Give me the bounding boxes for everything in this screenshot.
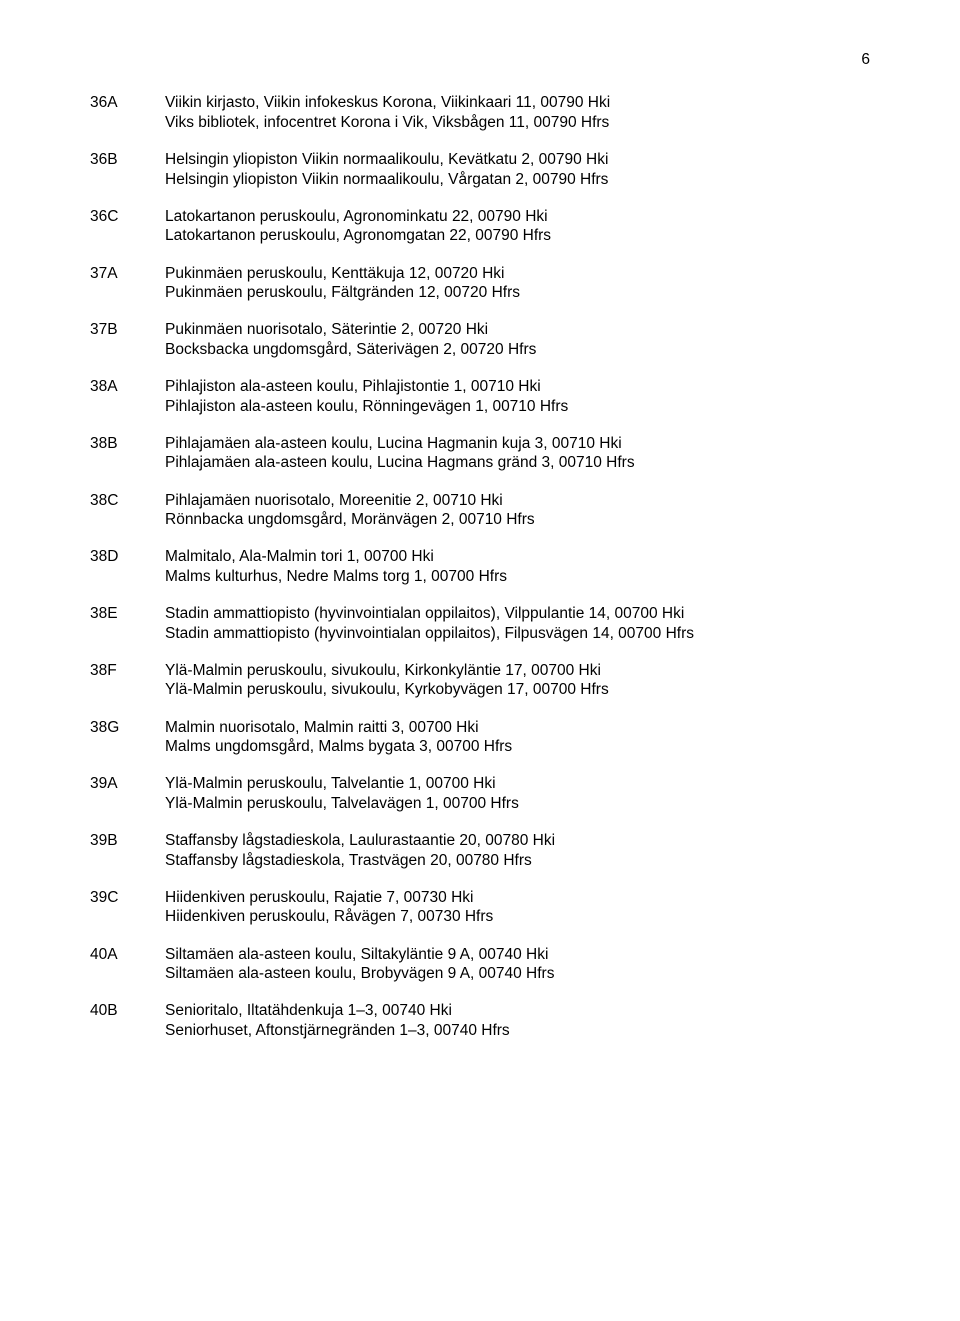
entry-code: 37A [90, 264, 165, 303]
entry-line: Helsingin yliopiston Viikin normaalikoul… [165, 170, 870, 189]
entry-lines: Pukinmäen peruskoulu, Kenttäkuja 12, 007… [165, 264, 870, 303]
entry-code: 38F [90, 661, 165, 700]
entry-lines: Viikin kirjasto, Viikin infokeskus Koron… [165, 93, 870, 132]
entry-lines: Ylä-Malmin peruskoulu, Talvelantie 1, 00… [165, 774, 870, 813]
entry-line: Pukinmäen peruskoulu, Fältgränden 12, 00… [165, 283, 870, 302]
entry-line: Senioritalo, Iltatähdenkuja 1–3, 00740 H… [165, 1001, 870, 1020]
entry-line: Siltamäen ala-asteen koulu, Siltakylänti… [165, 945, 870, 964]
entry-lines: Pihlajamäen nuorisotalo, Moreenitie 2, 0… [165, 491, 870, 530]
entry: 38DMalmitalo, Ala-Malmin tori 1, 00700 H… [90, 547, 870, 586]
entry-code: 39A [90, 774, 165, 813]
entry-code: 39B [90, 831, 165, 870]
entry-line: Pihlajamäen ala-asteen koulu, Lucina Hag… [165, 453, 870, 472]
entry-line: Staffansby lågstadieskola, Trastvägen 20… [165, 851, 870, 870]
entry-line: Latokartanon peruskoulu, Agronominkatu 2… [165, 207, 870, 226]
entry-code: 38E [90, 604, 165, 643]
entry-code: 38A [90, 377, 165, 416]
entry: 37APukinmäen peruskoulu, Kenttäkuja 12, … [90, 264, 870, 303]
entry: 38FYlä-Malmin peruskoulu, sivukoulu, Kir… [90, 661, 870, 700]
entry: 36BHelsingin yliopiston Viikin normaalik… [90, 150, 870, 189]
entry-line: Hiidenkiven peruskoulu, Rajatie 7, 00730… [165, 888, 870, 907]
entry-code: 36B [90, 150, 165, 189]
entry-lines: Senioritalo, Iltatähdenkuja 1–3, 00740 H… [165, 1001, 870, 1040]
entry-code: 39C [90, 888, 165, 927]
entry-code: 40B [90, 1001, 165, 1040]
entry: 40ASiltamäen ala-asteen koulu, Siltakylä… [90, 945, 870, 984]
entry-line: Ylä-Malmin peruskoulu, Talvelavägen 1, 0… [165, 794, 870, 813]
entry-lines: Pukinmäen nuorisotalo, Säterintie 2, 007… [165, 320, 870, 359]
entry-line: Rönnbacka ungdomsgård, Moränvägen 2, 007… [165, 510, 870, 529]
entry-line: Stadin ammattiopisto (hyvinvointialan op… [165, 624, 870, 643]
entry-lines: Latokartanon peruskoulu, Agronominkatu 2… [165, 207, 870, 246]
entry-line: Staffansby lågstadieskola, Laulurastaant… [165, 831, 870, 850]
entry-line: Latokartanon peruskoulu, Agronomgatan 22… [165, 226, 870, 245]
entry-line: Siltamäen ala-asteen koulu, Brobyvägen 9… [165, 964, 870, 983]
entry-code: 38C [90, 491, 165, 530]
entry: 37BPukinmäen nuorisotalo, Säterintie 2, … [90, 320, 870, 359]
entry: 38EStadin ammattiopisto (hyvinvointialan… [90, 604, 870, 643]
entry: 36AViikin kirjasto, Viikin infokeskus Ko… [90, 93, 870, 132]
entry: 40BSenioritalo, Iltatähdenkuja 1–3, 0074… [90, 1001, 870, 1040]
entry: 39AYlä-Malmin peruskoulu, Talvelantie 1,… [90, 774, 870, 813]
entry: 36CLatokartanon peruskoulu, Agronominkat… [90, 207, 870, 246]
entry-lines: Pihlajiston ala-asteen koulu, Pihlajisto… [165, 377, 870, 416]
entry: 39CHiidenkiven peruskoulu, Rajatie 7, 00… [90, 888, 870, 927]
entry-line: Seniorhuset, Aftonstjärnegränden 1–3, 00… [165, 1021, 870, 1040]
entry-line: Ylä-Malmin peruskoulu, sivukoulu, Kyrkob… [165, 680, 870, 699]
entry-line: Pihlajamäen nuorisotalo, Moreenitie 2, 0… [165, 491, 870, 510]
entry-code: 37B [90, 320, 165, 359]
entry-line: Malmin nuorisotalo, Malmin raitti 3, 007… [165, 718, 870, 737]
entry: 38CPihlajamäen nuorisotalo, Moreenitie 2… [90, 491, 870, 530]
entry-lines: Malmitalo, Ala-Malmin tori 1, 00700 HkiM… [165, 547, 870, 586]
entry-lines: Ylä-Malmin peruskoulu, sivukoulu, Kirkon… [165, 661, 870, 700]
entry: 38BPihlajamäen ala-asteen koulu, Lucina … [90, 434, 870, 473]
entry-lines: Siltamäen ala-asteen koulu, Siltakylänti… [165, 945, 870, 984]
entry: 39BStaffansby lågstadieskola, Laulurasta… [90, 831, 870, 870]
entry-line: Ylä-Malmin peruskoulu, Talvelantie 1, 00… [165, 774, 870, 793]
entry-line: Pukinmäen peruskoulu, Kenttäkuja 12, 007… [165, 264, 870, 283]
entry-lines: Hiidenkiven peruskoulu, Rajatie 7, 00730… [165, 888, 870, 927]
entry-line: Viks bibliotek, infocentret Korona i Vik… [165, 113, 870, 132]
entry-line: Pihlajiston ala-asteen koulu, Pihlajisto… [165, 377, 870, 396]
entry-lines: Helsingin yliopiston Viikin normaalikoul… [165, 150, 870, 189]
page-number: 6 [90, 50, 870, 69]
entry: 38APihlajiston ala-asteen koulu, Pihlaji… [90, 377, 870, 416]
entry-lines: Malmin nuorisotalo, Malmin raitti 3, 007… [165, 718, 870, 757]
entry-line: Malms kulturhus, Nedre Malms torg 1, 007… [165, 567, 870, 586]
entry-line: Malms ungdomsgård, Malms bygata 3, 00700… [165, 737, 870, 756]
entries-list: 36AViikin kirjasto, Viikin infokeskus Ko… [90, 93, 870, 1040]
entry-code: 38D [90, 547, 165, 586]
entry-line: Bocksbacka ungdomsgård, Säterivägen 2, 0… [165, 340, 870, 359]
entry-line: Ylä-Malmin peruskoulu, sivukoulu, Kirkon… [165, 661, 870, 680]
entry-lines: Stadin ammattiopisto (hyvinvointialan op… [165, 604, 870, 643]
entry-code: 38G [90, 718, 165, 757]
entry-line: Pukinmäen nuorisotalo, Säterintie 2, 007… [165, 320, 870, 339]
entry-lines: Pihlajamäen ala-asteen koulu, Lucina Hag… [165, 434, 870, 473]
entry-line: Pihlajiston ala-asteen koulu, Rönningevä… [165, 397, 870, 416]
entry-line: Hiidenkiven peruskoulu, Råvägen 7, 00730… [165, 907, 870, 926]
entry-line: Viikin kirjasto, Viikin infokeskus Koron… [165, 93, 870, 112]
entry-line: Helsingin yliopiston Viikin normaalikoul… [165, 150, 870, 169]
entry-code: 36A [90, 93, 165, 132]
entry-line: Pihlajamäen ala-asteen koulu, Lucina Hag… [165, 434, 870, 453]
entry-code: 38B [90, 434, 165, 473]
entry-code: 40A [90, 945, 165, 984]
entry-line: Stadin ammattiopisto (hyvinvointialan op… [165, 604, 870, 623]
entry: 38GMalmin nuorisotalo, Malmin raitti 3, … [90, 718, 870, 757]
entry-lines: Staffansby lågstadieskola, Laulurastaant… [165, 831, 870, 870]
entry-line: Malmitalo, Ala-Malmin tori 1, 00700 Hki [165, 547, 870, 566]
entry-code: 36C [90, 207, 165, 246]
